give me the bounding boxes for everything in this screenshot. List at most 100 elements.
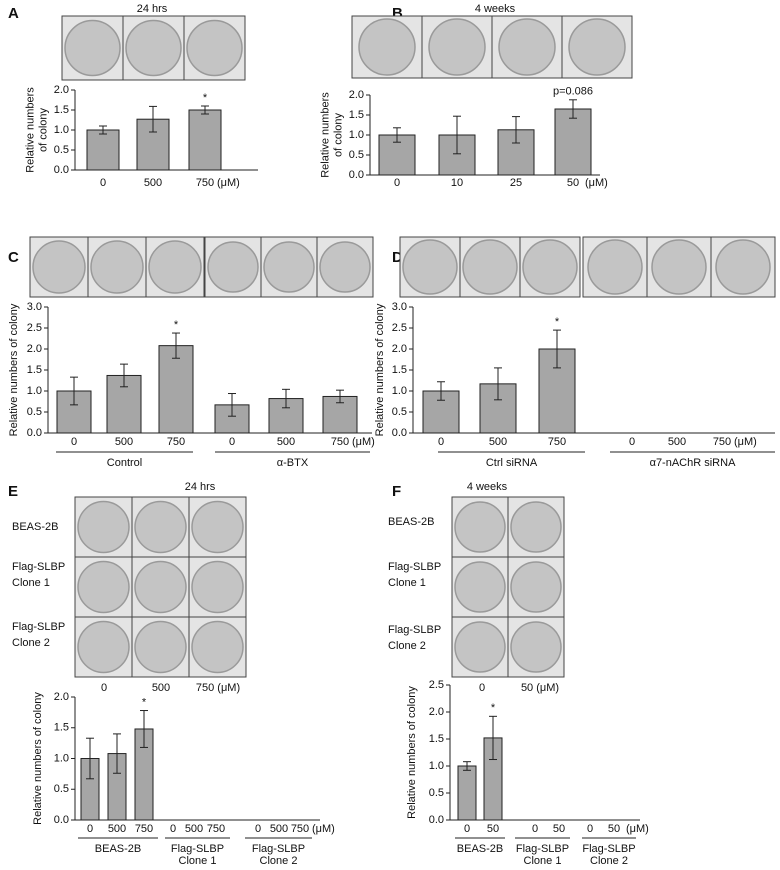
y-tick-label: 2.5: [392, 322, 407, 334]
y-tick-label: 2.0: [54, 691, 69, 703]
panel-title: 24 hrs: [137, 3, 168, 15]
y-tick-label: 1.0: [349, 129, 364, 141]
x-tick-label: 0: [464, 823, 470, 835]
y-tick-label: 1.5: [392, 364, 407, 376]
panel-letter: C: [8, 249, 19, 266]
y-tick-label: 0.5: [54, 783, 69, 795]
y-tick-label: 0.0: [349, 169, 364, 181]
x-tick-label: 50: [487, 823, 499, 835]
annotation: *: [174, 319, 179, 331]
unit-label: (μM): [352, 436, 375, 448]
x-tick-label: 750: [548, 436, 566, 448]
row-label: Clone 2: [12, 637, 50, 649]
x-tick-label: 750: [713, 436, 731, 448]
y-tick-label: 2.0: [349, 89, 364, 101]
plate-well: [64, 19, 121, 77]
annotation: *: [491, 702, 496, 714]
y-axis-label: of colony: [37, 107, 49, 152]
y-tick-label: 1.5: [54, 722, 69, 734]
y-tick-label: 2.0: [54, 84, 69, 96]
x-tick-label: 0: [170, 823, 176, 835]
row-label: BEAS-2B: [388, 516, 434, 528]
panel-title: 4 weeks: [475, 3, 516, 15]
unit-label: (μM): [585, 177, 608, 189]
x-tick-label: 0: [532, 823, 538, 835]
plate-well: [510, 501, 562, 553]
plate-label: 750 (μM): [196, 682, 240, 694]
group-label: Control: [107, 457, 142, 469]
y-tick-label: 0.5: [349, 149, 364, 161]
x-tick-label: 750: [135, 823, 153, 835]
plate-well: [522, 239, 578, 295]
y-tick-label: 0.0: [429, 814, 444, 826]
panel-letter: B: [392, 5, 403, 22]
y-tick-label: 2.5: [429, 679, 444, 691]
plate-well: [402, 239, 458, 295]
panel-letter: A: [8, 5, 19, 22]
group-label: BEAS-2B: [457, 843, 503, 855]
x-tick-label: 0: [87, 823, 93, 835]
group-label: α-BTX: [277, 457, 309, 469]
x-tick-label: 50: [553, 823, 565, 835]
plate-well: [428, 18, 486, 76]
x-tick-label: 50: [608, 823, 620, 835]
plate-well: [191, 620, 244, 674]
unit-label: (μM): [217, 177, 240, 189]
y-tick-label: 0.0: [392, 427, 407, 439]
group-label: BEAS-2B: [95, 843, 141, 855]
y-tick-label: 2.5: [27, 322, 42, 334]
x-tick-label: 25: [510, 177, 522, 189]
row-label: Clone 1: [388, 577, 426, 589]
unit-label: (μM): [734, 436, 757, 448]
y-tick-label: 1.0: [392, 385, 407, 397]
group-label: Clone 2: [590, 855, 628, 867]
x-tick-label: 500: [489, 436, 507, 448]
group-label: Flag-SLBP: [582, 843, 635, 855]
plate-well: [191, 500, 244, 554]
row-label: Flag-SLBP: [12, 621, 65, 633]
y-tick-label: 1.5: [429, 733, 444, 745]
y-tick-label: 0.5: [54, 144, 69, 156]
plate-well: [134, 620, 187, 674]
group-label: α7-nAChR siRNA: [650, 457, 736, 469]
plate-label: 500: [152, 682, 170, 694]
y-tick-label: 0.5: [27, 406, 42, 418]
plate-well: [191, 560, 244, 614]
plate-well: [568, 18, 626, 76]
y-axis-label: Relative numbers of colony: [406, 686, 418, 819]
plate-label: 50 (μM): [521, 682, 559, 694]
x-tick-label: 500: [144, 177, 162, 189]
x-tick-label: 500: [668, 436, 686, 448]
plate-well: [454, 501, 506, 553]
panel-title: 24 hrs: [185, 481, 216, 493]
plate-well: [134, 500, 187, 554]
x-tick-label: 0: [229, 436, 235, 448]
x-tick-label: 500: [185, 823, 203, 835]
y-axis-label: Relative numbers of colony: [374, 303, 386, 436]
panel-letter: E: [8, 483, 18, 500]
group-label: Clone 2: [260, 855, 298, 867]
plate-well: [207, 241, 259, 293]
x-tick-label: 750: [196, 177, 214, 189]
plate-well: [651, 239, 707, 295]
y-axis-label: Relative numbers of colony: [32, 692, 44, 825]
x-tick-label: 750: [331, 436, 349, 448]
row-label: Flag-SLBP: [388, 624, 441, 636]
x-tick-label: 500: [277, 436, 295, 448]
x-tick-label: 500: [270, 823, 288, 835]
x-tick-label: 0: [71, 436, 77, 448]
group-label: Flag-SLBP: [171, 843, 224, 855]
row-label: Flag-SLBP: [12, 561, 65, 573]
y-axis-label: Relative numbers: [24, 87, 36, 173]
plate-well: [77, 500, 130, 554]
y-tick-label: 1.0: [429, 760, 444, 772]
bar: [86, 129, 120, 171]
plate-well: [186, 19, 243, 77]
y-tick-label: 1.5: [27, 364, 42, 376]
bar: [554, 108, 592, 176]
plate-well: [358, 18, 416, 76]
y-tick-label: 3.0: [27, 301, 42, 313]
group-label: Clone 1: [524, 855, 562, 867]
panel-letter: F: [392, 483, 401, 500]
